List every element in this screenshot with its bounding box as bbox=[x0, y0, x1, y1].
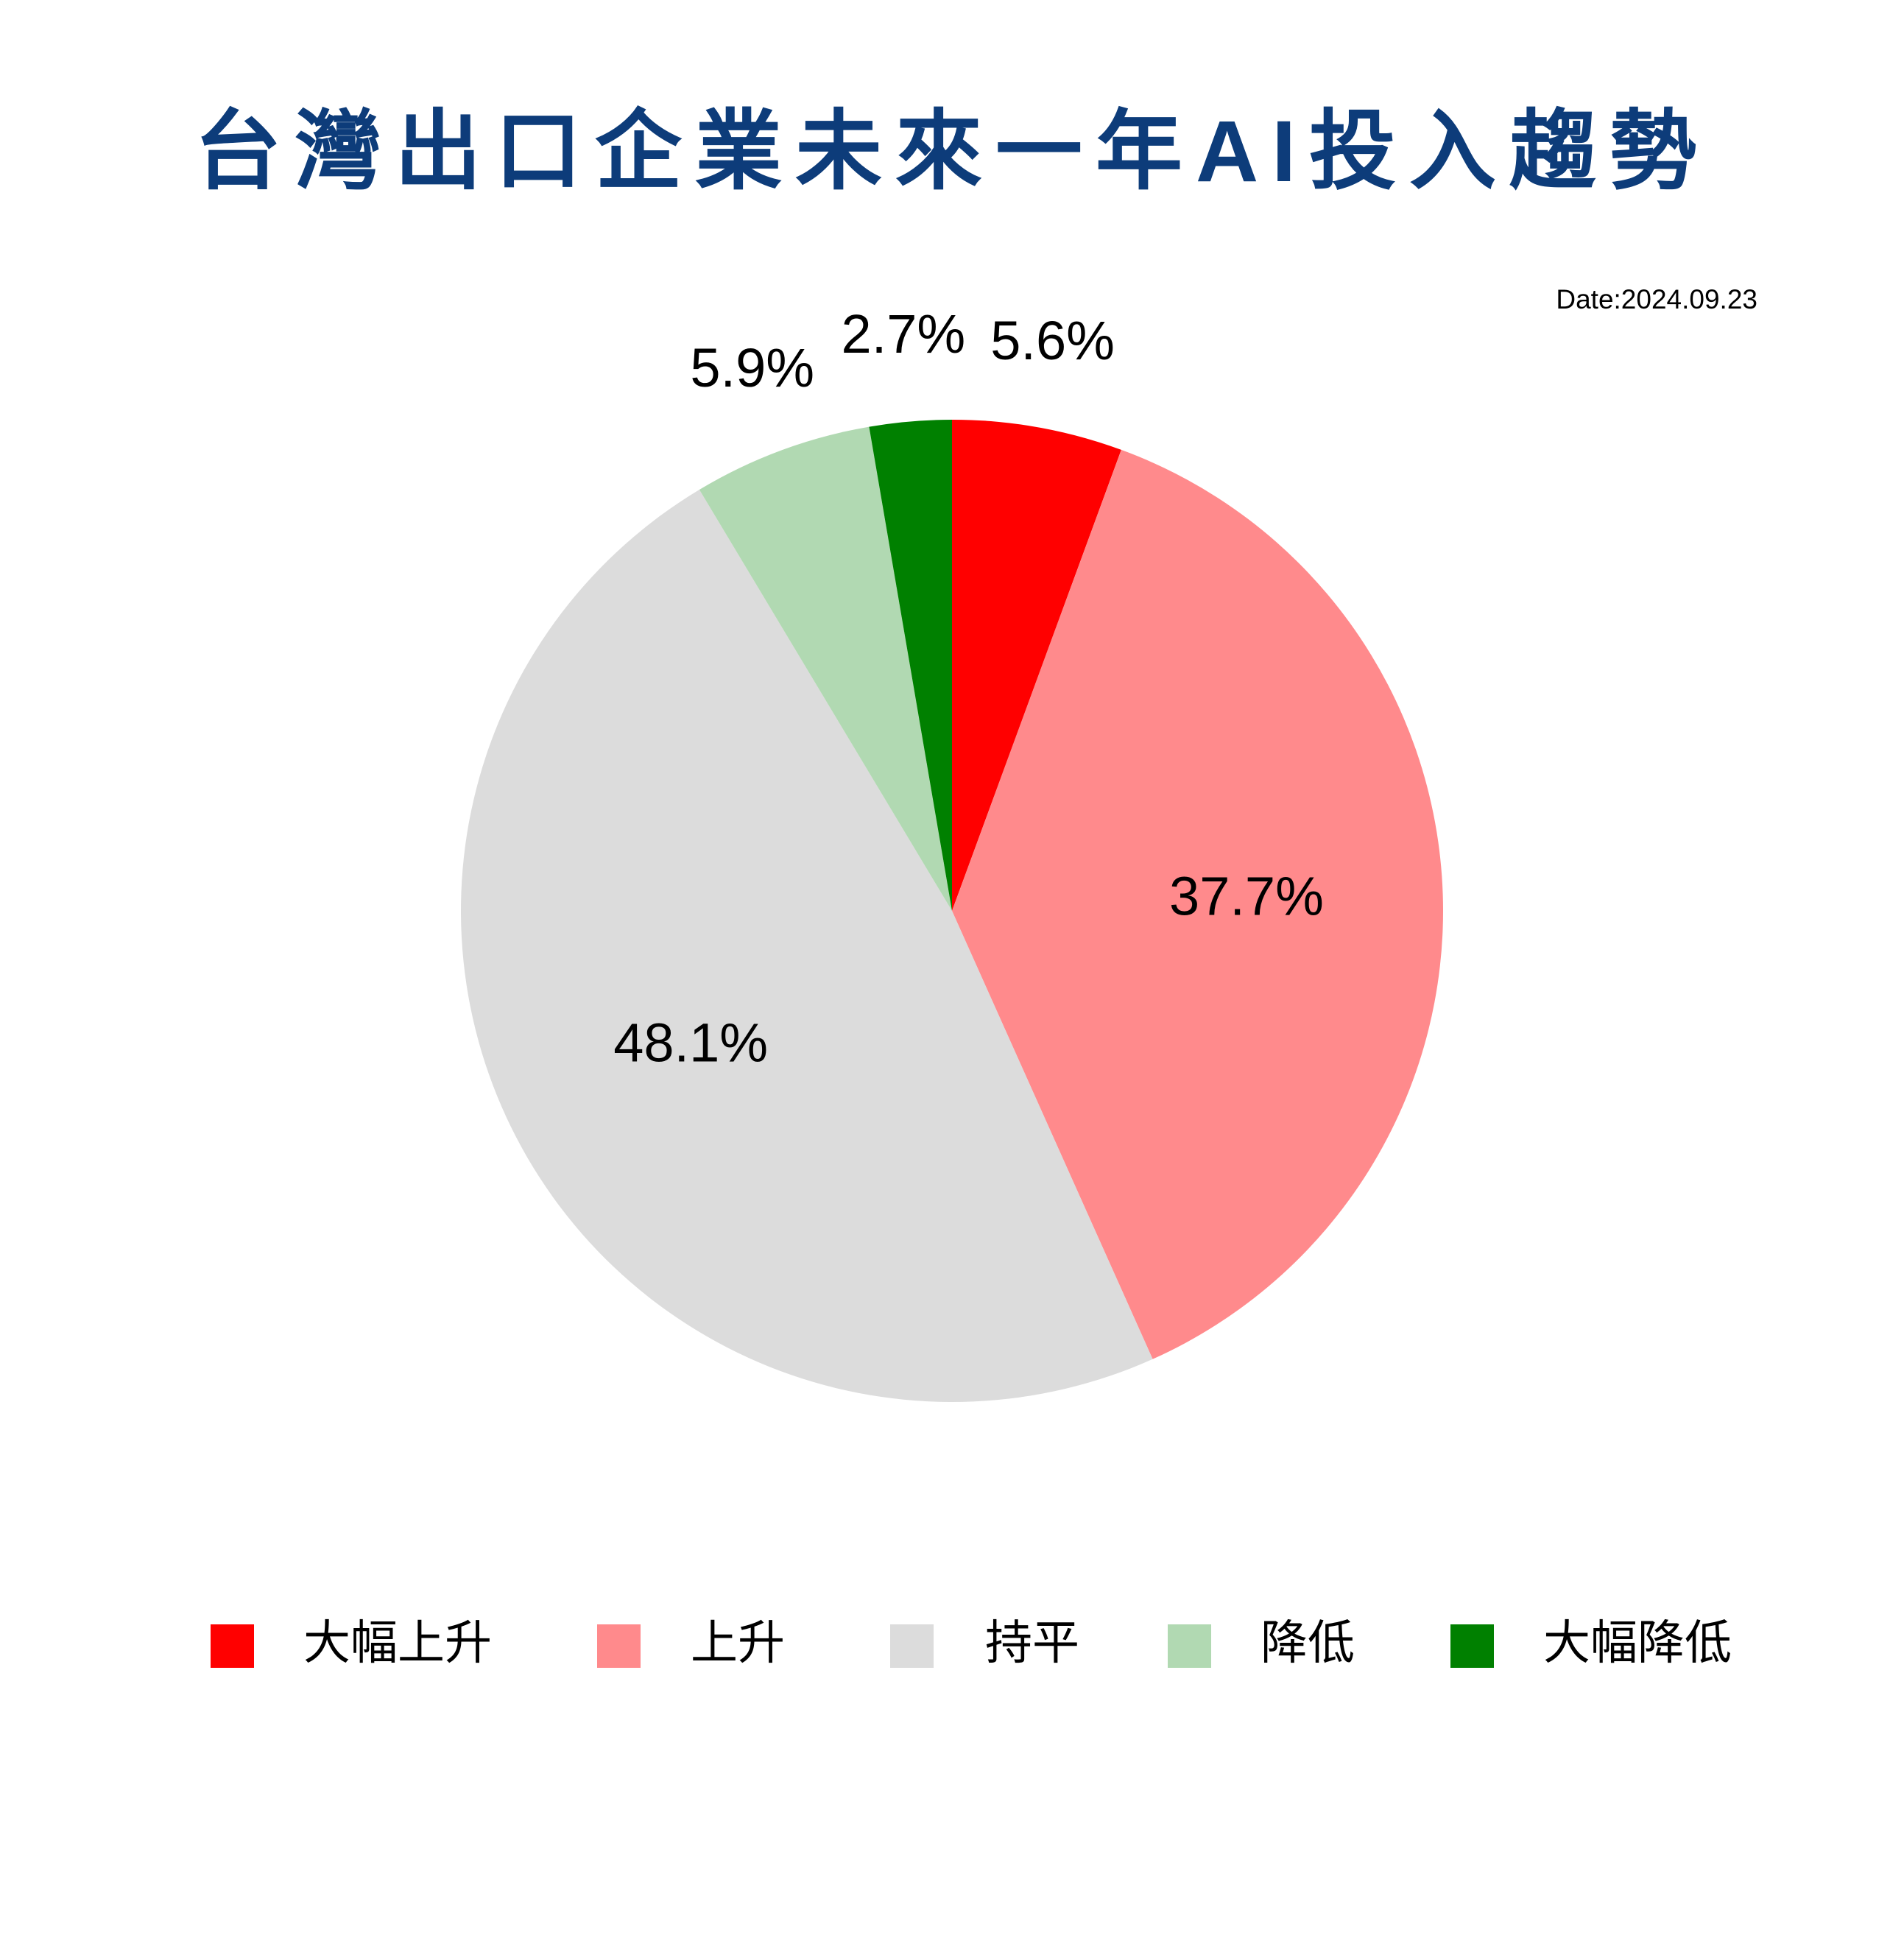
legend-swatch bbox=[211, 1624, 254, 1668]
legend-label: 持平 bbox=[985, 1616, 1079, 1669]
legend-swatch bbox=[597, 1624, 641, 1668]
legend-swatch bbox=[1450, 1624, 1494, 1668]
legend-label: 降低 bbox=[1260, 1616, 1355, 1669]
date-note: Date:2024.09.23 bbox=[1556, 284, 1757, 314]
legend-label: 大幅降低 bbox=[1543, 1616, 1732, 1669]
data-label: 5.6% bbox=[990, 310, 1115, 371]
legend-swatch bbox=[890, 1624, 934, 1668]
pie-slice bbox=[952, 420, 1121, 911]
pie-slice bbox=[460, 490, 1153, 1402]
data-label: 2.7% bbox=[842, 303, 966, 364]
chart-title: 台灣出口企業未來一年AI投入趨勢 bbox=[194, 103, 1710, 200]
data-label: 37.7% bbox=[1169, 866, 1324, 927]
data-label: 5.9% bbox=[690, 337, 814, 398]
legend-label: 大幅上升 bbox=[303, 1616, 492, 1669]
pie-slice bbox=[952, 449, 1444, 1359]
legend-label: 上升 bbox=[691, 1616, 785, 1669]
pie-slice bbox=[869, 420, 952, 911]
legend-swatch bbox=[1168, 1624, 1211, 1668]
data-label: 48.1% bbox=[613, 1012, 768, 1074]
pie-slice bbox=[699, 426, 952, 911]
